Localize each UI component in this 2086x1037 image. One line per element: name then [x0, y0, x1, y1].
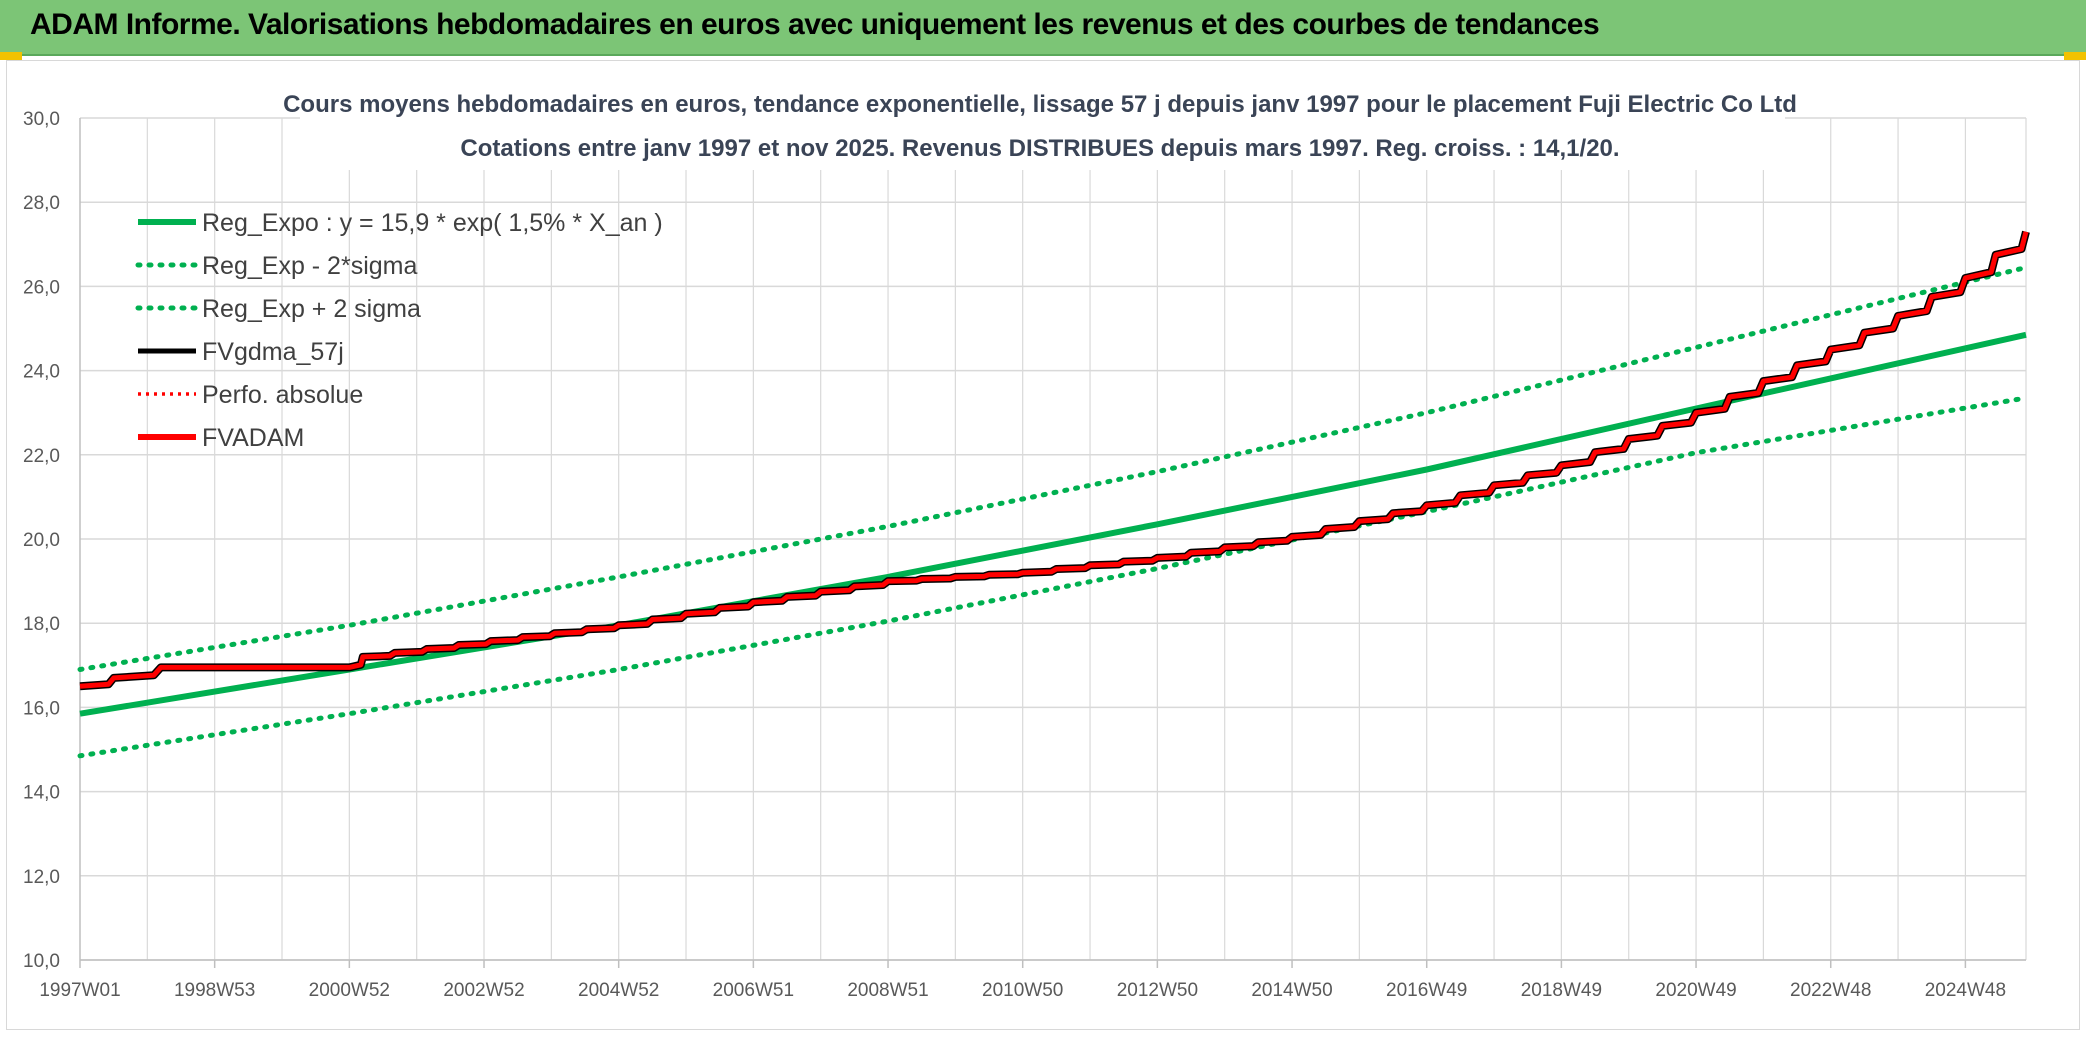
- x-tick-label: 2016W49: [1386, 980, 1467, 1001]
- x-tick-label: 2000W52: [309, 980, 390, 1001]
- chart-subtitle: Cotations entre janv 1997 et nov 2025. R…: [460, 135, 1619, 162]
- legend-label: Reg_Exp - 2*sigma: [202, 252, 417, 280]
- y-tick-label: 12,0: [23, 867, 60, 888]
- x-tick-label: 2014W50: [1251, 980, 1332, 1001]
- corner-marker: [0, 52, 22, 60]
- x-tick-label: 2006W51: [713, 980, 794, 1001]
- y-tick-label: 20,0: [23, 530, 60, 551]
- x-tick-label: 2008W51: [847, 980, 928, 1001]
- y-tick-label: 10,0: [23, 951, 60, 972]
- series-line-reg-expo: [79, 331, 2027, 717]
- x-tick-label: 2002W52: [443, 980, 524, 1001]
- y-tick-label: 16,0: [23, 698, 60, 719]
- series-line-reg-minus-2sigma: [77, 395, 2029, 759]
- x-tick-label: 1997W01: [39, 980, 120, 1001]
- legend-label: Reg_Expo : y = 15,9 * exp( 1,5% * X_an ): [202, 209, 663, 237]
- y-tick-label: 14,0: [23, 783, 60, 804]
- y-tick-label: 18,0: [23, 614, 60, 635]
- series-layer: [77, 230, 2030, 759]
- chart-frame: [6, 60, 2080, 1030]
- grid: [80, 117, 2027, 961]
- x-tick-label: 2024W48: [1925, 980, 2006, 1001]
- y-tick-label: 24,0: [23, 362, 60, 383]
- x-tick-label: 2018W49: [1521, 980, 1602, 1001]
- series-line-reg-plus-2sigma: [77, 265, 2029, 672]
- y-tick-label: 28,0: [23, 193, 60, 214]
- x-tick-label: 2022W48: [1790, 980, 1871, 1001]
- y-axis: 30,0 28,0 26,0 24,0 22,0 20,0 18,0 16,0 14,0 12,0…: [23, 109, 81, 972]
- x-tick-label: 2010W50: [982, 980, 1063, 1001]
- y-tick-label: 22,0: [23, 446, 60, 467]
- y-tick-label: 26,0: [23, 277, 60, 298]
- x-tick-label: 2012W50: [1117, 980, 1198, 1001]
- corner-marker: [2064, 52, 2086, 60]
- legend-label: Reg_Exp + 2 sigma: [202, 295, 421, 323]
- x-tick-label: 2004W52: [578, 980, 659, 1001]
- legend-label: FVgdma_57j: [202, 338, 344, 366]
- legend-label: FVADAM: [202, 424, 304, 452]
- y-tick-label: 30,0: [23, 109, 60, 130]
- x-tick-label: 1998W53: [174, 980, 255, 1001]
- legend-label: Perfo. absolue: [202, 381, 363, 409]
- chart-title: Cours moyens hebdomadaires en euros, ten…: [283, 91, 1797, 118]
- title-background: [300, 82, 1785, 170]
- page-title: ADAM Informe. Valorisations hebdomadaire…: [30, 8, 1600, 41]
- header-bar: ADAM Informe. Valorisations hebdomadaire…: [0, 0, 2086, 56]
- legend: Reg_Expo : y = 15,9 * exp( 1,5% * X_an )…: [135, 209, 663, 452]
- x-axis: 1997W01 1998W53 2000W52 2002W52 2004W52 2006W…: [39, 959, 2026, 1001]
- x-tick-label: 2020W49: [1655, 980, 1736, 1001]
- series-line-fvadam: [79, 231, 2029, 689]
